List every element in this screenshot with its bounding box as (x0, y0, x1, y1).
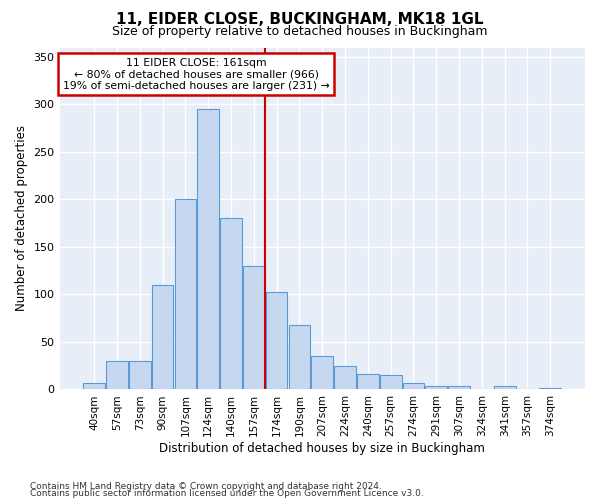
Text: Size of property relative to detached houses in Buckingham: Size of property relative to detached ho… (112, 25, 488, 38)
Bar (403, 383, 424, 390)
Text: 11, EIDER CLOSE, BUCKINGHAM, MK18 1GL: 11, EIDER CLOSE, BUCKINGHAM, MK18 1GL (116, 12, 484, 28)
Text: 11 EIDER CLOSE: 161sqm
← 80% of detached houses are smaller (966)
19% of semi-de: 11 EIDER CLOSE: 161sqm ← 80% of detached… (63, 58, 329, 91)
Bar (311, 356, 333, 390)
Bar (357, 374, 379, 390)
Bar (129, 361, 151, 390)
Bar (334, 366, 356, 390)
Bar (539, 388, 561, 390)
Bar (175, 200, 196, 390)
Bar (425, 386, 447, 390)
Bar (243, 266, 265, 390)
Bar (289, 325, 310, 390)
Bar (83, 383, 105, 390)
Bar (197, 109, 219, 390)
Bar (517, 388, 538, 390)
Bar (152, 285, 173, 390)
Text: Contains public sector information licensed under the Open Government Licence v3: Contains public sector information licen… (30, 489, 424, 498)
Bar (220, 218, 242, 390)
Y-axis label: Number of detached properties: Number of detached properties (15, 126, 28, 312)
Bar (380, 375, 401, 390)
Text: Contains HM Land Registry data © Crown copyright and database right 2024.: Contains HM Land Registry data © Crown c… (30, 482, 382, 491)
Bar (494, 386, 515, 390)
Bar (266, 292, 287, 390)
Bar (106, 361, 128, 390)
X-axis label: Distribution of detached houses by size in Buckingham: Distribution of detached houses by size … (160, 442, 485, 455)
Bar (448, 386, 470, 390)
